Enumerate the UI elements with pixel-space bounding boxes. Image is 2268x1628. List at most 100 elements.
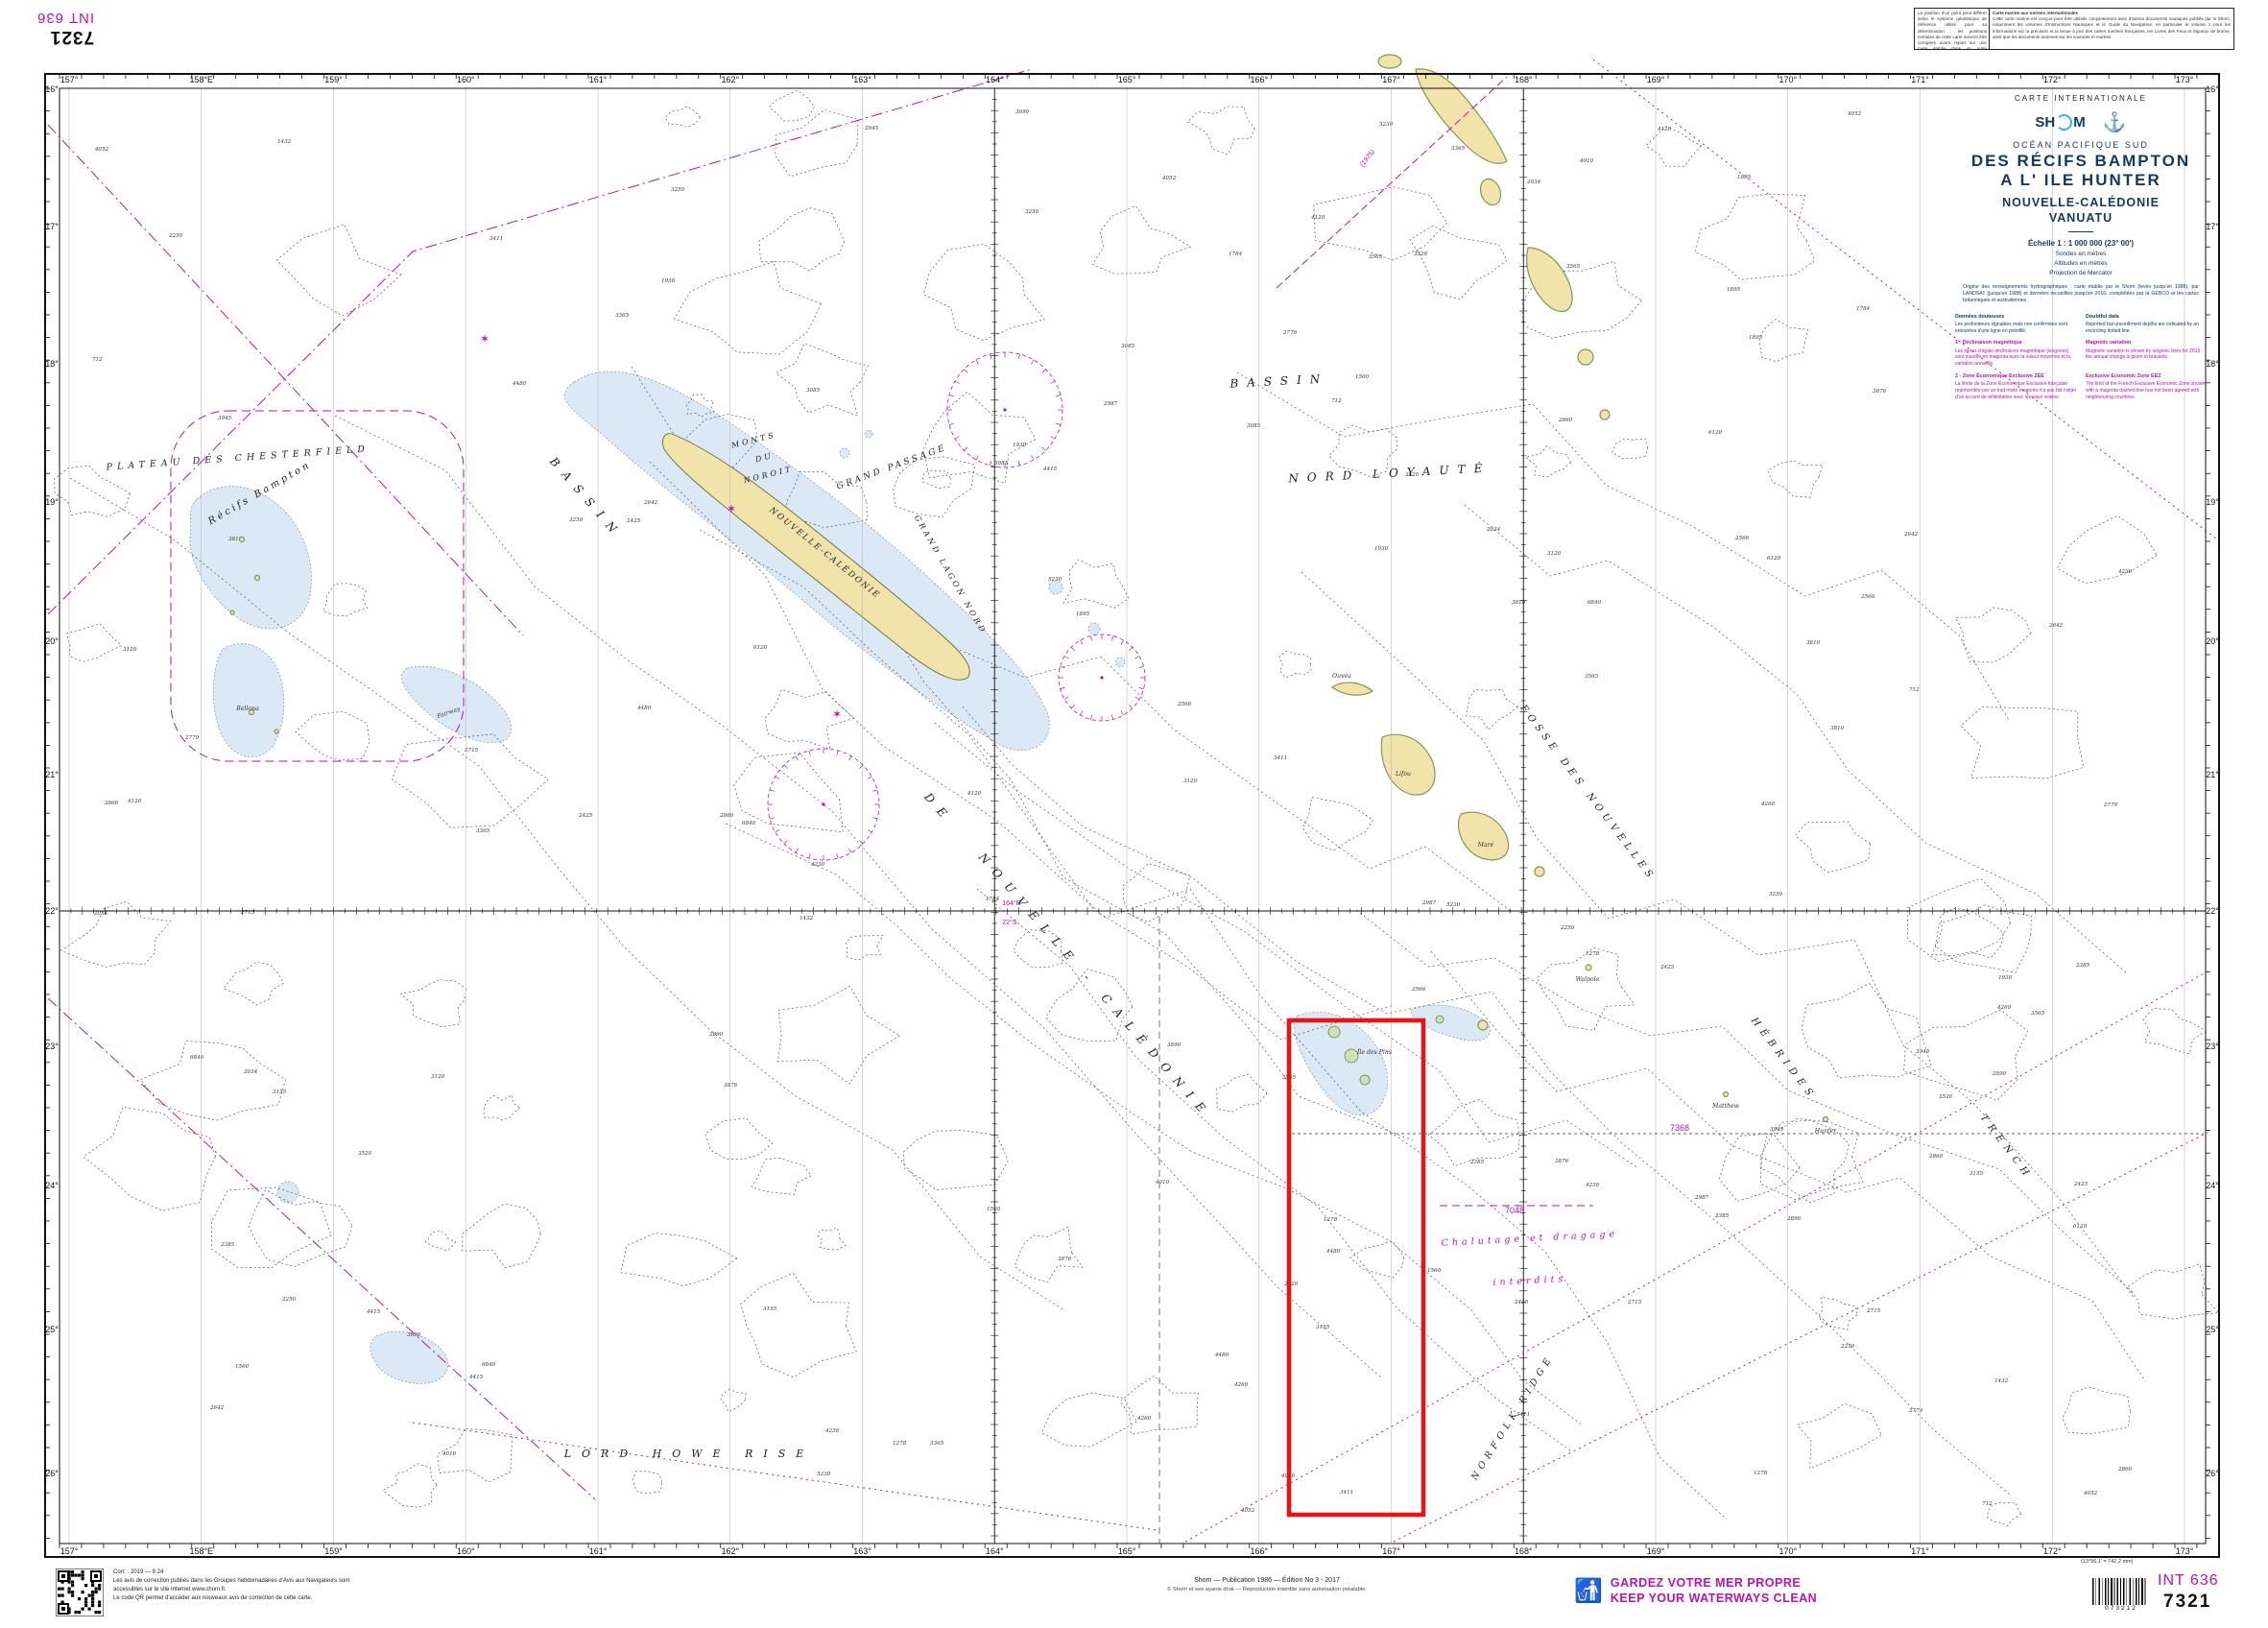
- depth-contour: [976, 888, 1574, 1453]
- islet: [1435, 1015, 1444, 1024]
- depth-sounding: 2715: [464, 748, 479, 754]
- depth-sounding: 3876: [1555, 1159, 1569, 1164]
- land-area: [1599, 409, 1611, 420]
- depth-sounding: 2566: [1734, 536, 1750, 541]
- sea-area-label: FOSSE DES NOUVELLES: [1517, 703, 1658, 884]
- longitude-label: 157°: [60, 1546, 79, 1556]
- latitude-label: 16°: [2206, 84, 2219, 94]
- longitude-label: 169°: [1647, 75, 1665, 84]
- depth-sounding: 2425: [578, 813, 593, 819]
- depth-sounding: 2425: [626, 518, 641, 524]
- latitude-label: 18°: [45, 359, 59, 369]
- depth-sounding: 1560: [987, 1207, 1001, 1212]
- note-en-1: Magnetic variation Magnetic variation is …: [2086, 340, 2204, 361]
- qr-code: [55, 1568, 105, 1621]
- depth-sounding: 4052: [2083, 1491, 2098, 1496]
- depth-sounding: 712: [1331, 398, 1342, 404]
- land-area: [274, 729, 279, 734]
- depth-sounding: 6120: [1708, 430, 1723, 436]
- land-area: [1822, 1115, 1829, 1123]
- latitude-label: 24°: [2206, 1181, 2219, 1190]
- land-area: [1479, 178, 1502, 206]
- latitude-label: 19°: [2206, 497, 2219, 507]
- depth-sounding: 3120: [1183, 778, 1198, 784]
- publication-line: Shom — Publication 1986 — Édition No 3 -…: [1194, 1577, 1340, 1584]
- magnetic-station-star-icon: ✶: [832, 707, 842, 721]
- depth-contour: [903, 1130, 1009, 1190]
- longitude-label: 170°: [1779, 75, 1797, 84]
- longitude-label: 167°: [1382, 1546, 1400, 1556]
- depth-sounding: 3565: [1585, 674, 1599, 680]
- longitude-label: 161°: [589, 75, 608, 84]
- depth-sounding: 6120: [2073, 1224, 2088, 1230]
- feature-label: Hunter: [1814, 1128, 1838, 1135]
- depth-sounding: 6840: [742, 821, 756, 826]
- depth-sounding: 2860: [2117, 1467, 2133, 1472]
- depth-sounding: 1432: [800, 916, 814, 922]
- chart-limit-box: [170, 410, 465, 762]
- compass-rose: [946, 351, 1063, 468]
- depth-contour: [65, 623, 123, 662]
- depth-sounding: 2860: [104, 801, 119, 806]
- depth-contour: [1934, 904, 2032, 973]
- depth-contour: [1931, 907, 2004, 959]
- title-divider: [2068, 230, 2093, 232]
- depth-contour: [921, 469, 951, 489]
- depth-contour: [1758, 319, 1809, 363]
- depth-sounding: 1432: [277, 139, 292, 145]
- depth-sounding: 2566: [1411, 987, 1426, 993]
- depth-sounding: 2987: [1103, 401, 1118, 407]
- depth-contour: [620, 1233, 738, 1287]
- depth-contour: [1091, 204, 1192, 275]
- depth-sounding: 2250: [281, 1297, 297, 1303]
- depth-contour: [664, 106, 702, 128]
- depth-sounding: 3690: [1167, 1042, 1182, 1048]
- sea-area-label: NOUVELLE - CALÉDONIE: [975, 850, 1215, 1122]
- latitude-label: 25°: [45, 1325, 59, 1334]
- depth-sounding: 3085: [1247, 423, 1261, 429]
- magnetic-station-star-icon: ✶: [727, 502, 736, 515]
- depth-sounding: 4480: [512, 381, 527, 387]
- depth-contour: [1694, 193, 1816, 280]
- latitude-label: 20°: [2206, 636, 2219, 646]
- depth-sounding: 2250: [1840, 1344, 1855, 1350]
- grid-reference-label: 164°E: [1002, 899, 1020, 907]
- land-area: [1330, 682, 1374, 696]
- depth-sounding: 3365: [615, 313, 630, 319]
- note-en-0: Doubtful data Reported but unconfirmed de…: [2086, 313, 2199, 334]
- depth-sounding: 4010: [442, 1451, 457, 1457]
- depth-sounding: 2642: [643, 500, 658, 506]
- depth-sounding: 3810: [1806, 640, 1821, 646]
- depth-sounding: 2566: [1177, 702, 1192, 707]
- land-area: [1722, 1090, 1730, 1098]
- longitude-label: 167°: [1382, 75, 1400, 84]
- chart-subtitle-2: VANUATU: [2048, 210, 2113, 225]
- land-area: [1380, 733, 1436, 796]
- depth-sounding: 3250: [569, 517, 584, 523]
- depth-sounding: 3120: [1284, 1281, 1299, 1287]
- eez-boundary-line: [47, 124, 524, 636]
- margin-note-2-text: Cette carte marine est conçue pour être …: [1993, 16, 2231, 39]
- depth-sounding: 1895: [1076, 611, 1090, 617]
- depth-sounding: 2034: [1526, 180, 1541, 185]
- depth-sounding: 4120: [967, 791, 982, 797]
- depth-sounding: 6840: [482, 1362, 496, 1368]
- depth-sounding: 4230: [810, 862, 825, 868]
- depth-contour: [768, 89, 815, 122]
- longitude-label: 162°: [721, 75, 739, 84]
- reef-area: [839, 447, 850, 459]
- depths-note: Sondes en mètres: [2055, 250, 2107, 257]
- anchor-icon: ⚓: [2102, 112, 2127, 133]
- depth-sounding: 3945: [1916, 1049, 1930, 1055]
- depth-contour: [720, 1389, 747, 1413]
- depth-contour: [1611, 438, 1649, 460]
- depth-contour: [818, 1227, 847, 1251]
- depth-contour: [1767, 460, 1824, 498]
- depth-sounding: 2715: [240, 910, 255, 916]
- depth-sounding: 2425: [2073, 1182, 2089, 1187]
- depth-sounding: 4052: [1240, 1508, 1255, 1514]
- depth-contour: [2056, 515, 2158, 584]
- depth-contour: [1119, 1375, 1199, 1435]
- depth-contour: [733, 752, 844, 833]
- depth-contour: [922, 243, 1045, 342]
